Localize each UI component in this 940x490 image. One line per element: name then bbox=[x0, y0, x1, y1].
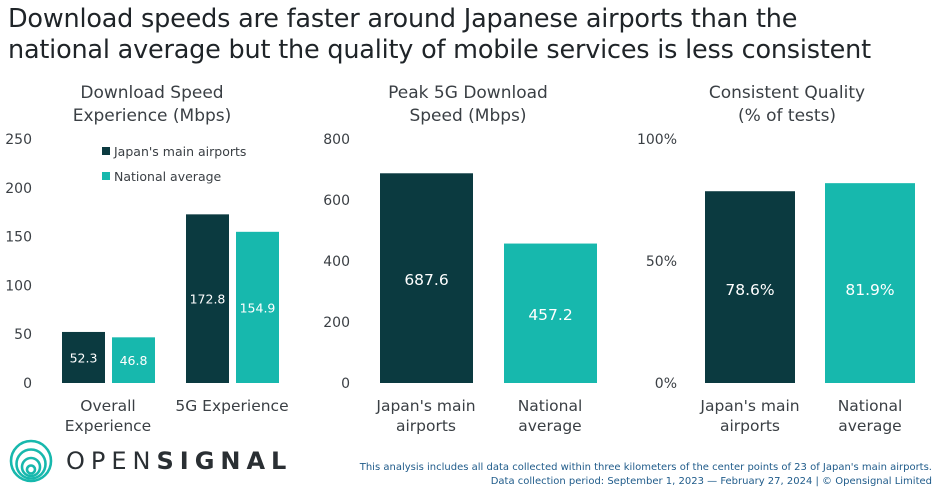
panel-1-bar bbox=[236, 231, 279, 383]
panel-2-category-label: National bbox=[518, 397, 583, 415]
panel-1-data-label: 172.8 bbox=[190, 292, 226, 307]
panel-1-data-label: 46.8 bbox=[120, 353, 148, 368]
legend-label: National average bbox=[114, 169, 222, 184]
legend-swatch bbox=[102, 147, 110, 155]
panel-2-category-label: Japan's main bbox=[375, 397, 475, 415]
chart-title-line-2: national average but the quality of mobi… bbox=[8, 35, 871, 65]
panel-1-ytick-label: 250 bbox=[5, 132, 32, 148]
panel-3-category-label: Japan's main bbox=[699, 397, 799, 415]
panel-2-ytick-label: 400 bbox=[323, 254, 350, 270]
panel-2-data-label: 457.2 bbox=[528, 306, 572, 324]
panel-2-ytick-label: 0 bbox=[341, 376, 350, 392]
panel-2-ytick-label: 600 bbox=[323, 193, 350, 209]
panel-1-category-label: 5G Experience bbox=[175, 397, 288, 415]
panel-1-data-label: 154.9 bbox=[240, 300, 276, 315]
opensignal-wordmark: OPENSIGNAL bbox=[66, 447, 292, 475]
panel-1-title-line-1: Download Speed bbox=[80, 83, 223, 103]
panel-3-category-label: average bbox=[838, 417, 901, 435]
panel-1-ytick-label: 200 bbox=[5, 181, 32, 197]
panel-1-ytick-label: 150 bbox=[5, 230, 32, 246]
panel-1-ytick-label: 100 bbox=[5, 278, 32, 294]
panel-1-data-label: 52.3 bbox=[70, 350, 98, 365]
legend-swatch bbox=[102, 172, 110, 180]
panel-1-ytick-label: 0 bbox=[23, 376, 32, 392]
panel-1-ytick-label: 50 bbox=[14, 327, 32, 343]
opensignal-logo: OPENSIGNAL bbox=[8, 438, 292, 484]
chart-title: Download speeds are faster around Japane… bbox=[8, 4, 933, 66]
panel-1-title-line-2: Experience (Mbps) bbox=[73, 106, 232, 126]
panel-1-category-label: Overall bbox=[80, 397, 135, 415]
legend-label: Japan's main airports bbox=[113, 144, 246, 159]
panel-3-category-label: airports bbox=[720, 417, 780, 435]
panel-3-category-label: National bbox=[838, 397, 903, 415]
panel-2-bar bbox=[504, 243, 597, 383]
panel-3-data-label: 81.9% bbox=[845, 281, 894, 299]
panel-2-data-label: 687.6 bbox=[404, 271, 448, 289]
panel-2-ytick-label: 200 bbox=[323, 315, 350, 331]
footnote: This analysis includes all data collecte… bbox=[360, 461, 932, 489]
panel-2-bar bbox=[380, 173, 473, 383]
panel-3-data-label: 78.6% bbox=[725, 281, 774, 299]
panel-2-category-label: average bbox=[518, 417, 581, 435]
panel-1-category-label: Experience bbox=[65, 417, 151, 435]
panel-3-ytick-label: 50% bbox=[646, 254, 677, 270]
opensignal-logo-icon bbox=[9, 439, 53, 483]
panel-2-title-line-1: Peak 5G Download bbox=[388, 83, 548, 103]
panel-3-title-line-1: Consistent Quality bbox=[709, 83, 865, 103]
footnote-line-1: This analysis includes all data collecte… bbox=[359, 462, 932, 473]
panel-3-ytick-label: 100% bbox=[637, 132, 677, 148]
panel-1-bar bbox=[112, 337, 155, 383]
panel-2-title-line-2: Speed (Mbps) bbox=[409, 106, 526, 126]
panel-2-category-label: airports bbox=[396, 417, 456, 435]
footnote-line-2: Data collection period: September 1, 202… bbox=[490, 476, 932, 487]
panel-2-ytick-label: 800 bbox=[323, 132, 350, 148]
wordmark-signal: SIGNAL bbox=[156, 447, 293, 475]
wordmark-open: OPEN bbox=[66, 447, 157, 475]
chart-title-line-1: Download speeds are faster around Japane… bbox=[8, 4, 798, 34]
panel-1-bar bbox=[186, 214, 229, 383]
panel-3-bar bbox=[705, 191, 795, 383]
panel-3-title-line-2: (% of tests) bbox=[738, 106, 836, 126]
panel-3-ytick-label: 0% bbox=[655, 376, 677, 392]
panel-3-bar bbox=[825, 183, 915, 383]
panel-1-bar bbox=[62, 331, 105, 383]
